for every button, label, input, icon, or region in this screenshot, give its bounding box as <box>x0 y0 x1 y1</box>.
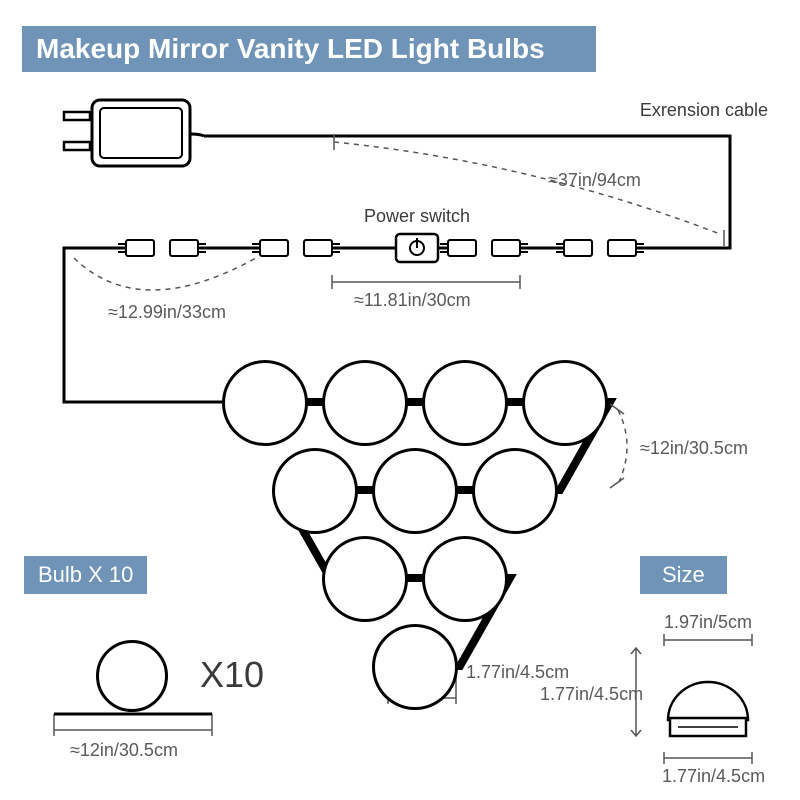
dim-ext-cable: ≈37in/94cm <box>548 170 641 191</box>
dim-size-w-top: 1.97in/5cm <box>664 612 752 633</box>
bulb-icon <box>272 448 358 534</box>
power-adapter-icon <box>64 100 204 166</box>
dim-switch-seg: ≈11.81in/30cm <box>354 290 471 311</box>
bulb-icon <box>472 448 558 534</box>
dim-size-w-bottom: 1.77in/4.5cm <box>662 766 765 787</box>
bulb-icon <box>322 360 408 446</box>
dim-bottom-mid: 1.77in/4.5cm <box>466 662 569 683</box>
bulb-icon <box>322 536 408 622</box>
size-bulb-icon <box>668 682 748 736</box>
bulb-count-badge: Bulb X 10 <box>24 556 147 594</box>
bulb-icon <box>222 360 308 446</box>
x10-label: X10 <box>200 654 264 696</box>
extension-cable-label: Exrension cable <box>640 100 768 121</box>
size-badge: Size <box>640 556 727 594</box>
dim-small-bulb: ≈12in/30.5cm <box>70 740 178 761</box>
bulb-icon <box>422 360 508 446</box>
bulb-icon <box>372 624 458 710</box>
bulb-icon <box>522 360 608 446</box>
power-switch-icon <box>396 234 438 262</box>
bulb-icon <box>422 536 508 622</box>
bulb-icon <box>372 448 458 534</box>
dim-size-h: 1.77in/4.5cm <box>540 684 630 705</box>
bulb-icon <box>96 640 168 712</box>
power-switch-label: Power switch <box>364 206 470 227</box>
dim-left-seg: ≈12.99in/33cm <box>108 302 226 323</box>
dim-bulb-spacing: ≈12in/30.5cm <box>640 438 748 459</box>
